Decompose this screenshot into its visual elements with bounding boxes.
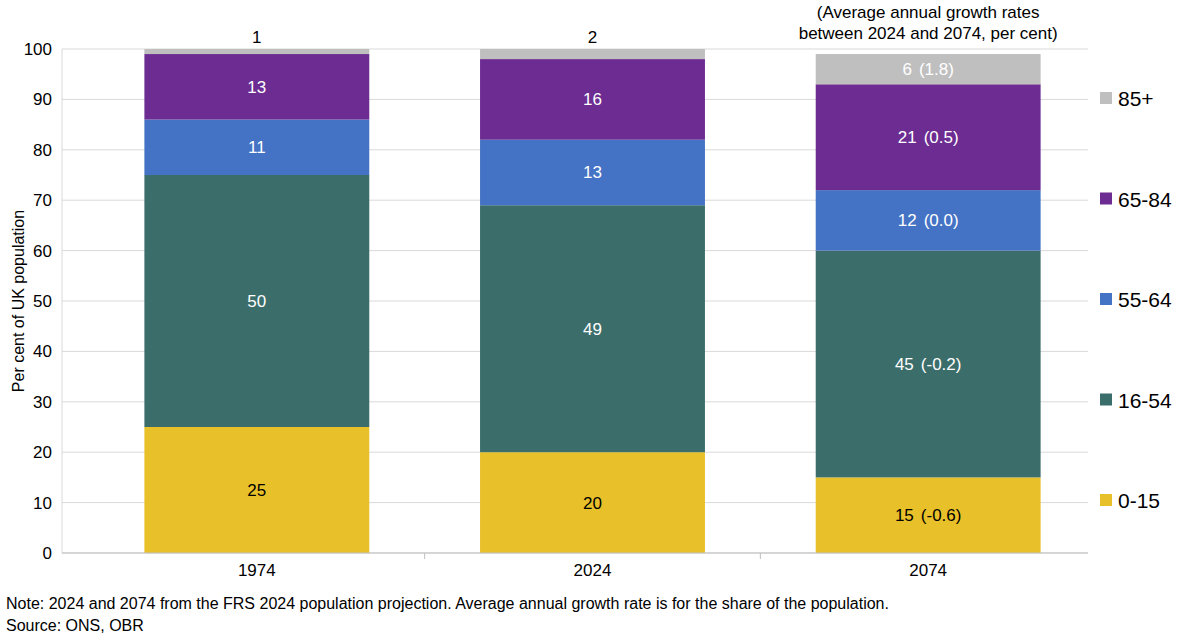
data-label-value: 15 <box>895 506 914 525</box>
data-label-value: 25 <box>247 481 266 500</box>
growth-rate-label: (-0.2) <box>921 355 962 374</box>
legend-label: 65-84 <box>1118 188 1172 211</box>
bar-segment <box>480 49 705 59</box>
bar-segment <box>816 251 1041 478</box>
legend-swatch <box>1100 494 1112 506</box>
growth-rate-label: (0.0) <box>924 211 959 230</box>
y-tick-label: 80 <box>33 141 52 160</box>
data-label: 1 <box>252 28 261 47</box>
legend-swatch <box>1100 193 1112 205</box>
data-label: 13 <box>247 78 266 97</box>
data-label: 12 (0.0) <box>898 211 959 230</box>
data-label-value: 20 <box>583 494 602 513</box>
data-label-value: 13 <box>247 78 266 97</box>
bar-segment <box>144 120 369 175</box>
bar-segment <box>144 427 369 553</box>
x-tick-label: 2074 <box>909 561 947 580</box>
x-axis-line <box>62 553 1088 554</box>
y-tick-label: 30 <box>33 393 52 412</box>
data-label: 25 <box>247 481 266 500</box>
legend-label: 16-54 <box>1118 389 1172 412</box>
annotation: (Average annual growth rates <box>817 3 1040 22</box>
data-label-value: 12 <box>898 211 917 230</box>
data-label: 49 <box>583 320 602 339</box>
legend-label: 0-15 <box>1118 489 1160 512</box>
legend-swatch <box>1100 293 1112 305</box>
bar-segment <box>480 452 705 553</box>
legend-label: 85+ <box>1118 87 1154 110</box>
y-tick-label: 70 <box>33 191 52 210</box>
y-tick-label: 50 <box>33 292 52 311</box>
data-label-value: 45 <box>895 355 914 374</box>
data-labels: 25 50 11 13 1 20 49 13 16 2 15 (-0.6) 45 (-0.2) 12 (0.0… <box>247 28 961 525</box>
source: Source: ONS, OBR <box>6 617 144 634</box>
bar-segment <box>816 54 1041 84</box>
legend-swatch <box>1100 394 1112 406</box>
legend-label: 55-64 <box>1118 288 1172 311</box>
data-label-value: 16 <box>583 90 602 109</box>
data-label: 50 <box>247 292 266 311</box>
bar-segment <box>480 205 705 452</box>
annotation: between 2024 and 2074, per cent) <box>799 24 1058 43</box>
chart: 0 10 20 30 40 50 60 70 80 90 100 Per cent of UK pop… <box>0 0 1200 643</box>
bar-segment <box>816 84 1041 190</box>
data-label-value: 21 <box>898 128 917 147</box>
data-label: 45 (-0.2) <box>895 355 962 374</box>
x-tick <box>424 553 425 559</box>
y-tick-label: 60 <box>33 242 52 261</box>
data-label-value: 49 <box>583 320 602 339</box>
y-tick-label: 90 <box>33 90 52 109</box>
x-tick-label: 1974 <box>238 561 276 580</box>
data-label-value: 11 <box>248 138 266 157</box>
bar-segment <box>144 175 369 427</box>
note: Note: 2024 and 2074 from the FRS 2024 po… <box>6 595 889 612</box>
y-tick-label: 20 <box>33 443 52 462</box>
bar-segment <box>144 54 369 120</box>
legend-swatch <box>1100 92 1112 104</box>
y-tick-label: 40 <box>33 342 52 361</box>
data-label: 20 <box>583 494 602 513</box>
bar-segment <box>816 477 1041 553</box>
x-tick-label: 2024 <box>574 561 612 580</box>
growth-rate-label: (1.8) <box>919 60 954 79</box>
y-axis-line <box>62 49 63 553</box>
data-label: 13 <box>583 163 602 182</box>
bar-segment <box>480 140 705 206</box>
data-label: 21 (0.5) <box>898 128 959 147</box>
x-tick <box>760 553 761 559</box>
data-label: 11 <box>248 138 266 157</box>
data-label: 6 (1.8) <box>902 60 953 79</box>
bar-segment <box>144 49 369 54</box>
growth-rate-label: (-0.6) <box>921 506 962 525</box>
data-label-value: 6 <box>902 60 911 79</box>
data-label: 15 (-0.6) <box>895 506 962 525</box>
data-label-value: 50 <box>247 292 266 311</box>
growth-rate-label: (0.5) <box>924 128 959 147</box>
y-tick-label: 100 <box>24 40 52 59</box>
y-axis-label: Per cent of UK population <box>10 210 27 392</box>
y-tick-label: 10 <box>33 494 52 513</box>
grid-line <box>62 553 1088 554</box>
y-tick-label: 0 <box>43 544 52 563</box>
data-label: 16 <box>583 90 602 109</box>
data-label: 2 <box>588 28 597 47</box>
bar-segment <box>816 190 1041 250</box>
data-label-value: 13 <box>583 163 602 182</box>
bar-segment <box>480 59 705 140</box>
bars <box>144 49 1040 553</box>
data-label-value: 2 <box>588 28 597 47</box>
data-label-value: 1 <box>252 28 261 47</box>
